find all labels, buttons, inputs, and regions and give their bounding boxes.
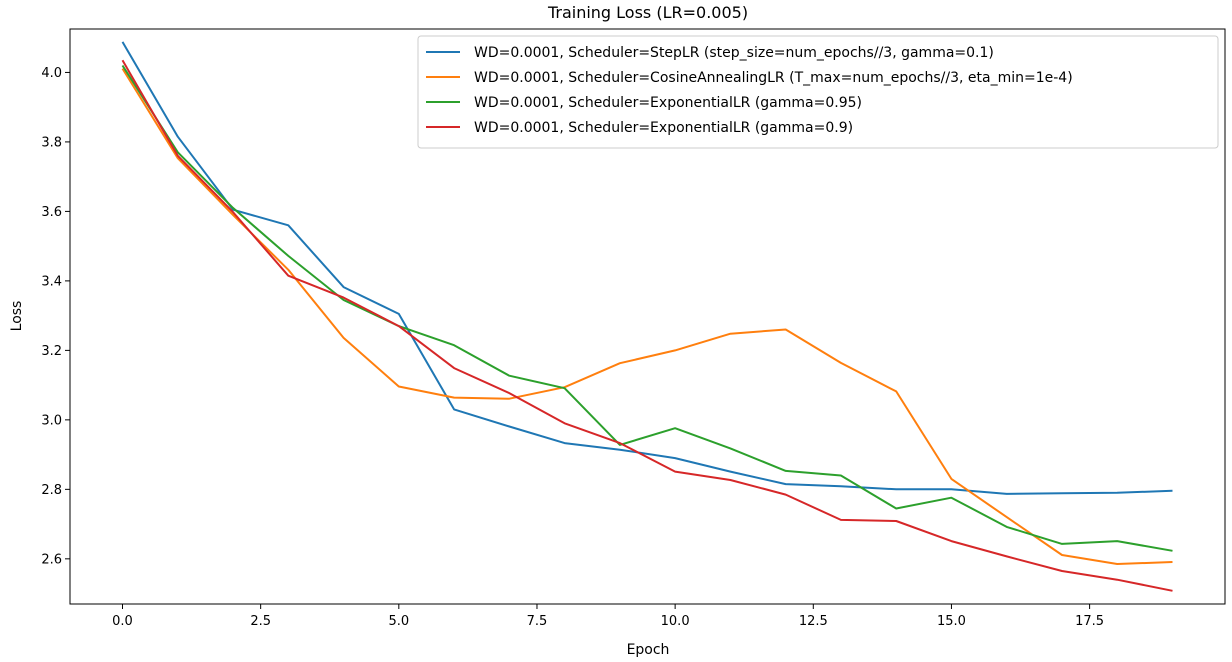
series-line-1 (121, 41, 1173, 495)
x-tick-label: 7.5 (527, 614, 548, 629)
x-tick-label: 2.5 (250, 614, 271, 629)
y-axis-label: Loss (9, 301, 25, 332)
plot-frame (69, 28, 1226, 605)
y-tick-label: 3.4 (41, 274, 62, 289)
x-tick-label: 0.0 (112, 614, 133, 629)
y-tick-label: 2.6 (41, 552, 62, 567)
y-tick-label: 3.0 (41, 413, 62, 428)
y-tick-label: 3.8 (41, 135, 62, 150)
series-lines (121, 41, 1173, 592)
x-tick-label: 17.5 (1075, 614, 1104, 629)
legend-label: WD=0.0001, Scheduler=ExponentialLR (gamm… (474, 120, 853, 136)
legend-label: WD=0.0001, Scheduler=StepLR (step_size=n… (474, 45, 994, 61)
series-line-3 (121, 64, 1173, 552)
legend: WD=0.0001, Scheduler=StepLR (step_size=n… (417, 35, 1219, 149)
y-tick-label: 4.0 (41, 66, 62, 81)
legend-label: WD=0.0001, Scheduler=CosineAnnealingLR (… (474, 70, 1073, 86)
y-tick-label: 2.8 (41, 483, 62, 498)
chart-title: Training Loss (LR=0.005) (547, 3, 748, 22)
series-line-2 (121, 68, 1173, 565)
y-tick-label: 3.6 (41, 205, 62, 220)
x-tick-label: 12.5 (799, 614, 828, 629)
series-line-4 (121, 59, 1173, 592)
x-tick-label: 10.0 (661, 614, 690, 629)
legend-label: WD=0.0001, Scheduler=ExponentialLR (gamm… (474, 95, 862, 111)
y-axis-ticks: 2.6 2.8 3.0 3.2 3.4 3.6 3.8 4.0 (41, 66, 70, 567)
x-tick-label: 15.0 (937, 614, 966, 629)
legend-box (417, 35, 1219, 149)
x-tick-label: 5.0 (388, 614, 409, 629)
y-tick-label: 3.2 (41, 344, 62, 359)
x-axis-ticks: 0.0 2.5 5.0 7.5 10.0 12.5 15.0 17.5 (112, 604, 1104, 629)
x-axis-label: Epoch (627, 642, 670, 658)
